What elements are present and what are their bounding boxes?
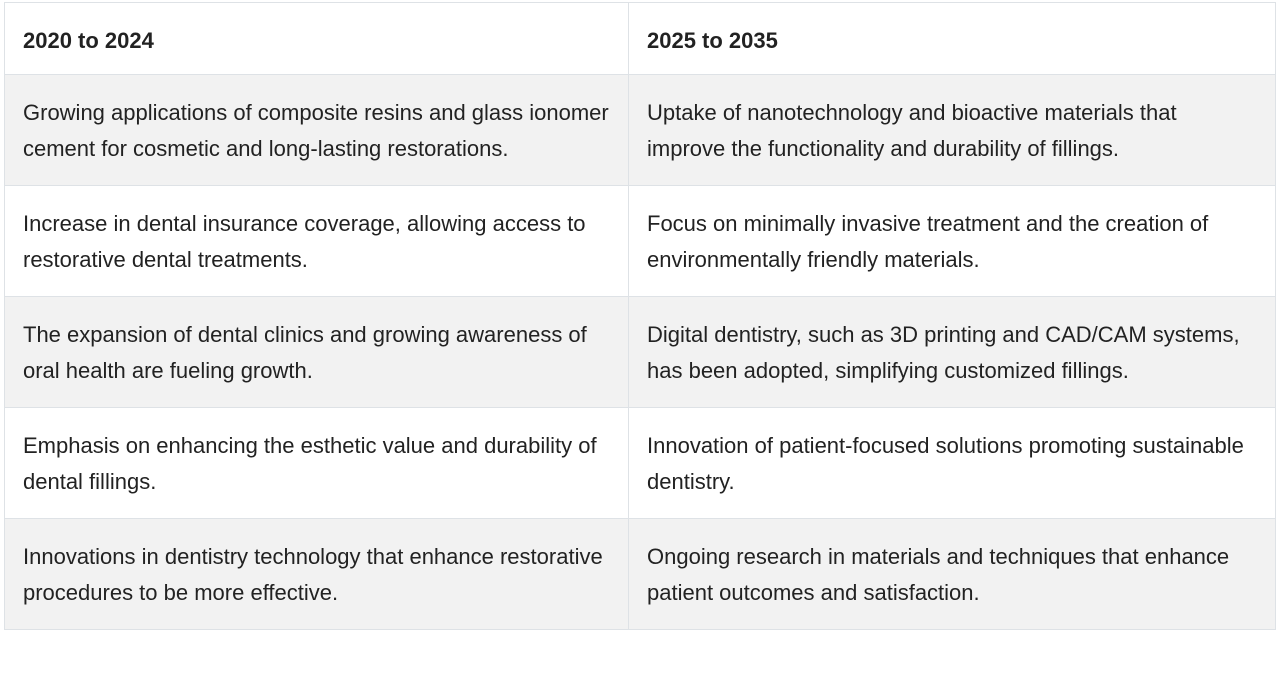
table-row: Innovations in dentistry technology that…	[4, 518, 1276, 630]
table-cell: The expansion of dental clinics and grow…	[4, 296, 629, 408]
header-period-2025-2035: 2025 to 2035	[628, 2, 1276, 75]
table-cell: Growing applications of composite resins…	[4, 74, 629, 186]
table-row: The expansion of dental clinics and grow…	[4, 296, 1276, 408]
table-cell: Focus on minimally invasive treatment an…	[628, 185, 1276, 297]
table-cell: Innovation of patient-focused solutions …	[628, 407, 1276, 519]
table-row: Emphasis on enhancing the esthetic value…	[4, 407, 1276, 519]
table-cell: Emphasis on enhancing the esthetic value…	[4, 407, 629, 519]
table-cell: Innovations in dentistry technology that…	[4, 518, 629, 630]
table-cell: Ongoing research in materials and techni…	[628, 518, 1276, 630]
comparison-table: 2020 to 2024 2025 to 2035 Growing applic…	[4, 2, 1276, 630]
table-header-row: 2020 to 2024 2025 to 2035	[4, 2, 1276, 75]
table-cell: Increase in dental insurance coverage, a…	[4, 185, 629, 297]
table-row: Growing applications of composite resins…	[4, 74, 1276, 186]
table-cell: Digital dentistry, such as 3D printing a…	[628, 296, 1276, 408]
comparison-table-container: 2020 to 2024 2025 to 2035 Growing applic…	[4, 2, 1276, 630]
header-period-2020-2024: 2020 to 2024	[4, 2, 629, 75]
table-cell: Uptake of nanotechnology and bioactive m…	[628, 74, 1276, 186]
table-row: Increase in dental insurance coverage, a…	[4, 185, 1276, 297]
